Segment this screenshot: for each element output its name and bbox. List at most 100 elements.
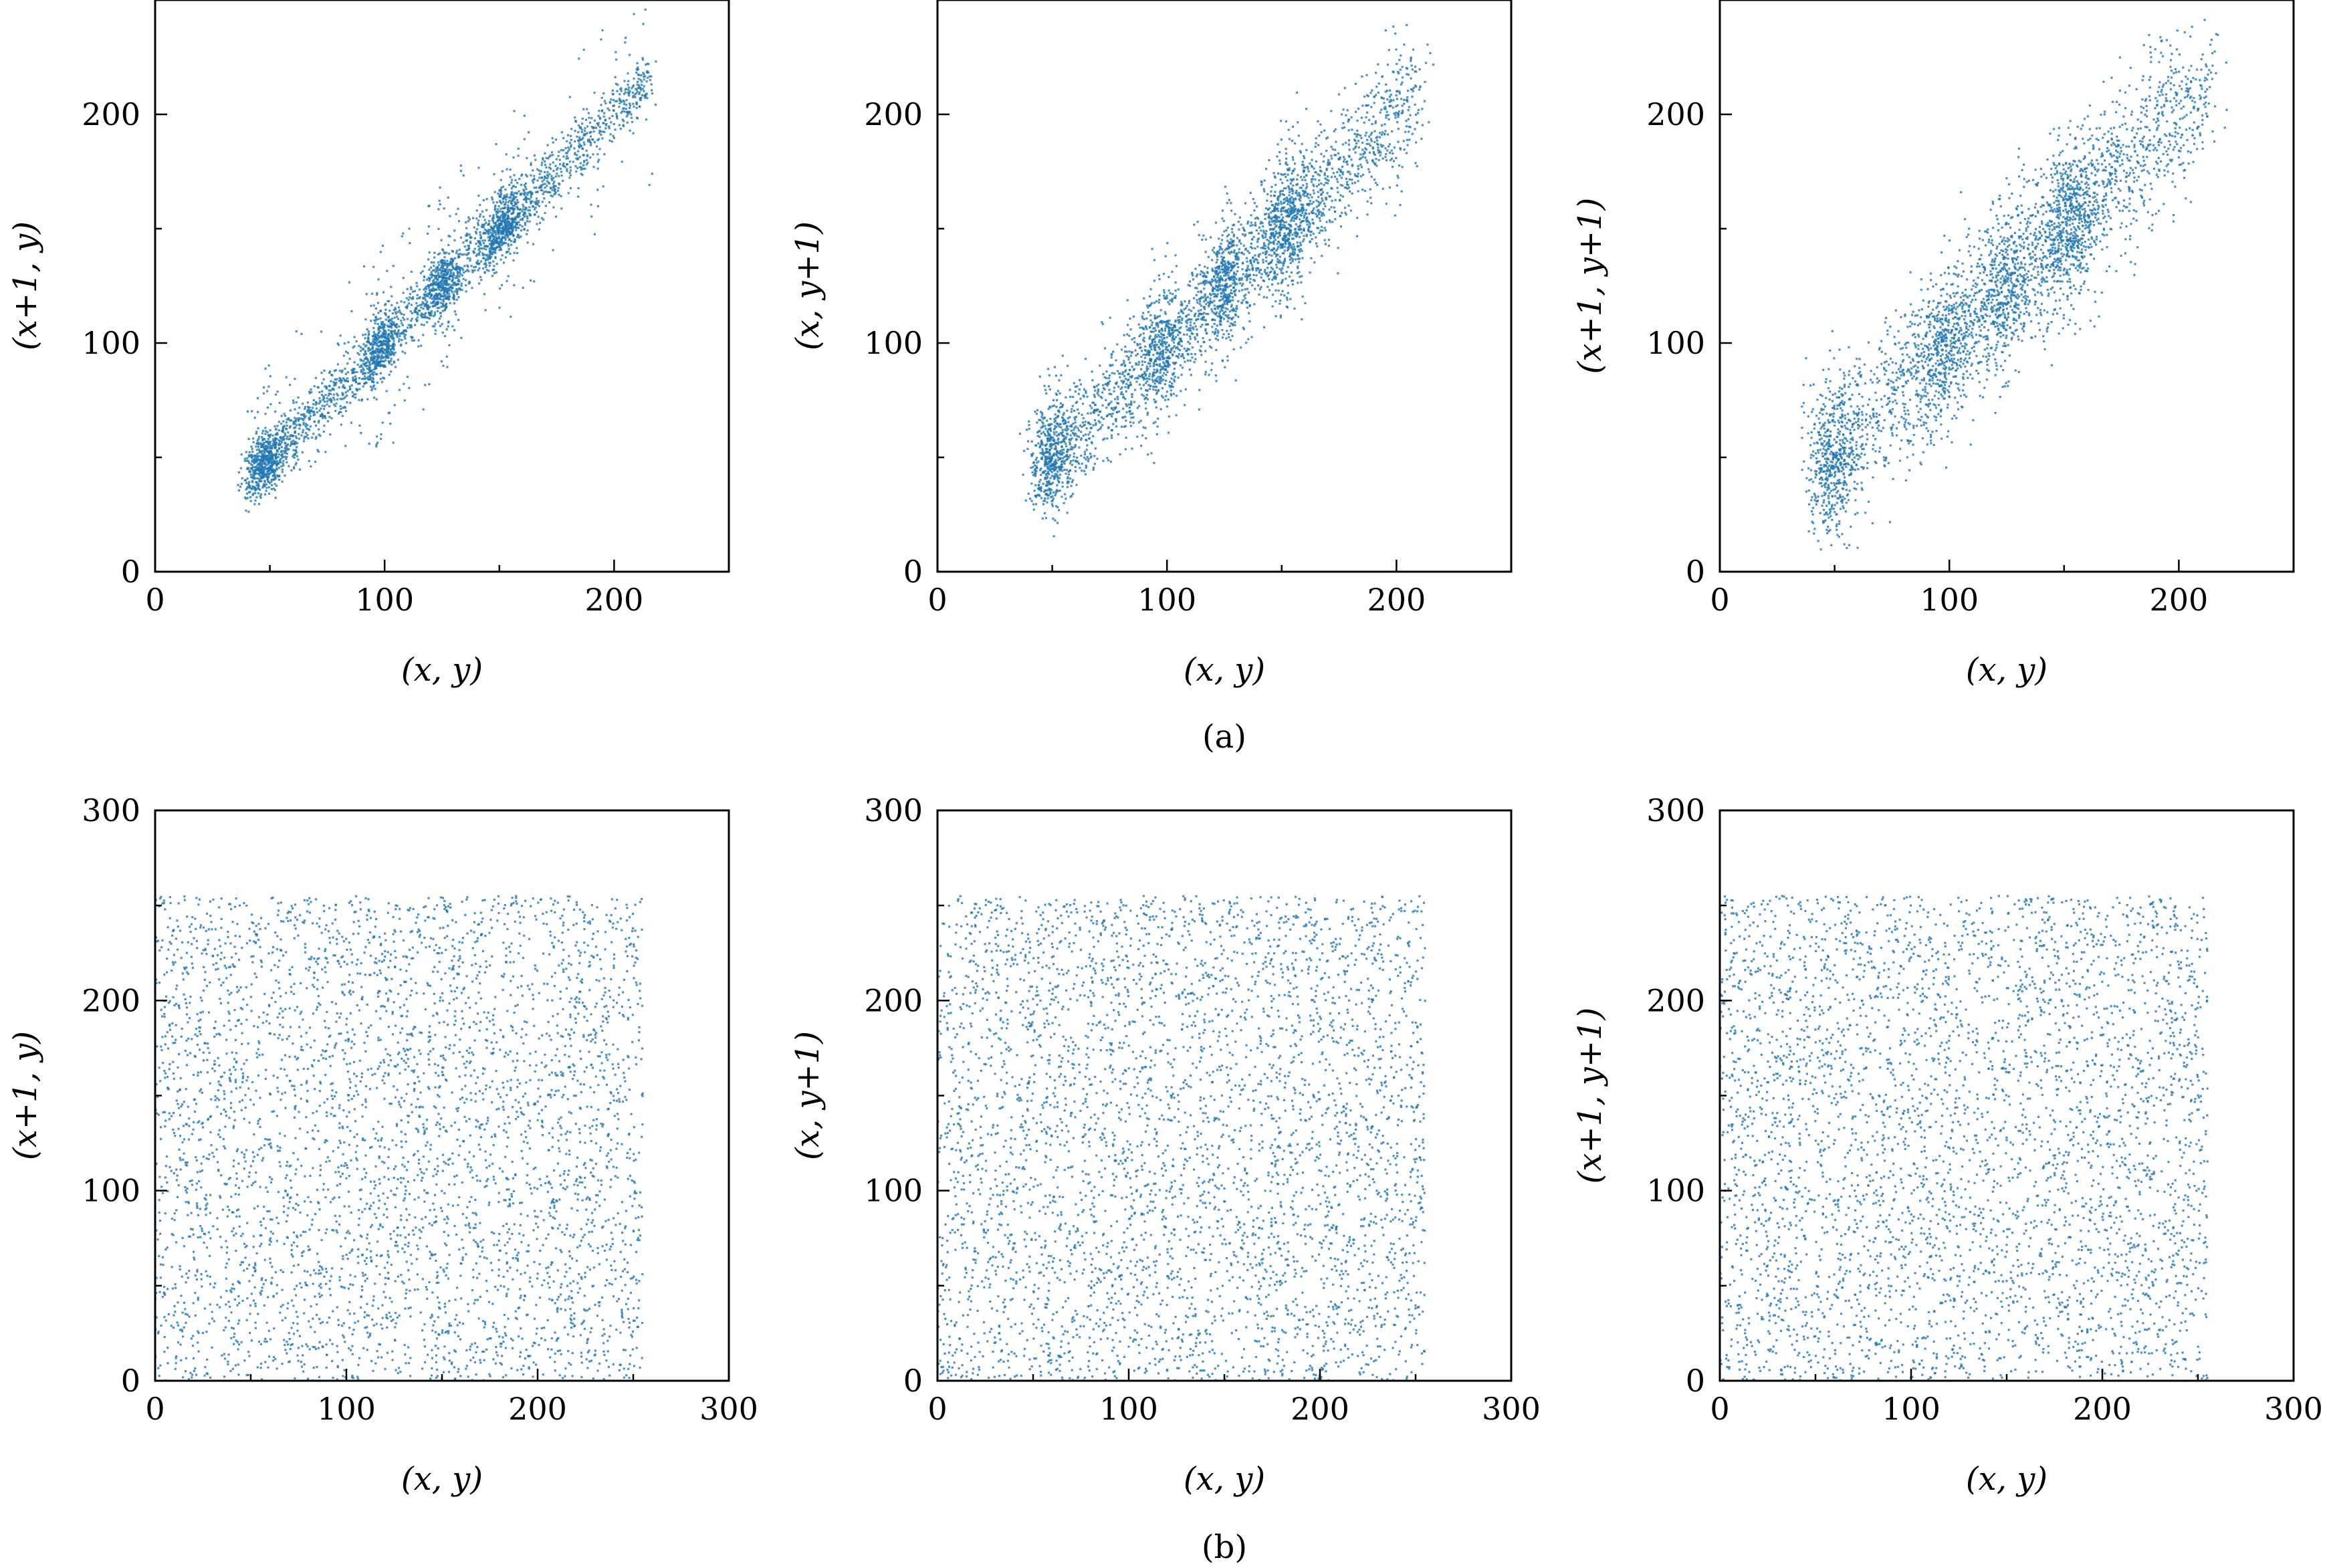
scatter-point — [478, 247, 481, 250]
scatter-point — [344, 367, 346, 370]
scatter-point — [1034, 475, 1037, 477]
scatter-point — [403, 332, 405, 335]
scatter-point — [391, 335, 394, 338]
scatter-point — [261, 462, 263, 465]
scatter-point — [582, 167, 584, 170]
scatter-point — [1158, 355, 1161, 358]
scatter-point — [307, 405, 310, 409]
scatter-point — [499, 217, 502, 220]
scatter-point — [284, 455, 286, 458]
scatter-point — [265, 470, 269, 473]
scatter-point — [360, 432, 362, 435]
scatter-point — [1190, 327, 1192, 330]
scatter-point — [281, 453, 284, 455]
scatter-point — [642, 72, 645, 74]
scatter-point — [1106, 437, 1109, 440]
scatter-point — [1052, 497, 1055, 500]
scatter-point — [387, 345, 390, 348]
scatter-point — [391, 333, 394, 336]
scatter-point — [1203, 312, 1206, 314]
scatter-point — [324, 385, 326, 388]
scatter-point — [425, 286, 427, 288]
scatter-point — [270, 469, 273, 472]
scatter-point — [598, 110, 600, 112]
scatter-point — [477, 240, 479, 243]
scatter-point — [498, 194, 501, 197]
scatter-point — [1088, 437, 1091, 440]
scatter-point — [483, 239, 486, 242]
scatter-point — [1297, 121, 1299, 124]
scatter-point — [1159, 382, 1162, 384]
scatter-point — [333, 399, 336, 401]
scatter-point — [1180, 326, 1182, 329]
scatter-point — [438, 199, 441, 202]
scatter-point — [374, 351, 376, 354]
scatter-point — [465, 249, 468, 251]
scatter-point — [426, 300, 429, 303]
scatter-point — [643, 76, 645, 78]
scatter-point — [253, 469, 256, 472]
scatter-point — [1180, 309, 1182, 312]
scatter-point — [429, 306, 431, 308]
scatter-point — [1070, 446, 1073, 449]
scatter-point — [446, 266, 449, 269]
scatter-point — [1168, 319, 1171, 322]
scatter-point — [376, 435, 378, 438]
scatter-point — [386, 355, 389, 358]
scatter-point — [546, 185, 548, 187]
scatter-point — [245, 481, 248, 484]
scatter-point — [262, 386, 265, 388]
scatter-point — [453, 274, 455, 277]
scatter-point — [1061, 453, 1063, 456]
scatter-point — [1228, 293, 1230, 296]
scatter-point — [376, 302, 380, 304]
scatter-point — [1408, 138, 1411, 141]
scatter-point — [380, 433, 382, 436]
scatter-point — [1322, 160, 1325, 162]
scatter-point — [1137, 363, 1140, 366]
caption-a: (a) — [1202, 718, 1246, 756]
scatter-point — [1341, 195, 1344, 198]
scatter-point — [532, 243, 534, 245]
scatter-point — [1161, 366, 1165, 369]
scatter-point — [248, 485, 251, 488]
scatter-point — [423, 265, 426, 268]
scatter-point — [346, 380, 349, 382]
scatter-point — [1055, 473, 1059, 476]
scatter-point — [1099, 364, 1101, 367]
scatter-point — [336, 394, 339, 397]
scatter-point — [286, 449, 289, 451]
scatter-point — [601, 137, 604, 140]
scatter-point — [427, 316, 429, 319]
scatter-point — [493, 235, 496, 238]
scatter-point — [429, 289, 432, 292]
scatter-point — [479, 215, 481, 218]
scatter-point — [1069, 495, 1072, 498]
scatter-point — [290, 419, 293, 422]
scatter-point — [306, 409, 309, 412]
scatter-point — [507, 221, 510, 223]
scatter-point — [261, 466, 264, 469]
scatter-point — [507, 275, 510, 277]
scatter-point — [249, 473, 252, 476]
scatter-point — [280, 437, 283, 440]
scatter-point — [1289, 210, 1292, 213]
scatter-point — [1333, 130, 1335, 132]
scatter-point — [1103, 376, 1106, 378]
scatter-point — [262, 443, 265, 445]
scatter-point — [334, 410, 337, 413]
scatter-point — [490, 255, 493, 258]
scatter-point — [536, 191, 539, 193]
scatter-point — [1303, 216, 1305, 219]
scatter-point — [390, 330, 393, 333]
scatter-point — [278, 447, 280, 450]
scatter-point — [376, 357, 379, 360]
scatter-point — [459, 236, 462, 239]
scatter-point — [1040, 467, 1042, 470]
scatter-point — [1196, 287, 1198, 290]
scatter-point — [548, 166, 551, 169]
scatter-point — [1034, 444, 1037, 447]
scatter-point — [415, 320, 419, 322]
scatter-point — [1336, 171, 1339, 174]
scatter-point — [257, 467, 259, 469]
